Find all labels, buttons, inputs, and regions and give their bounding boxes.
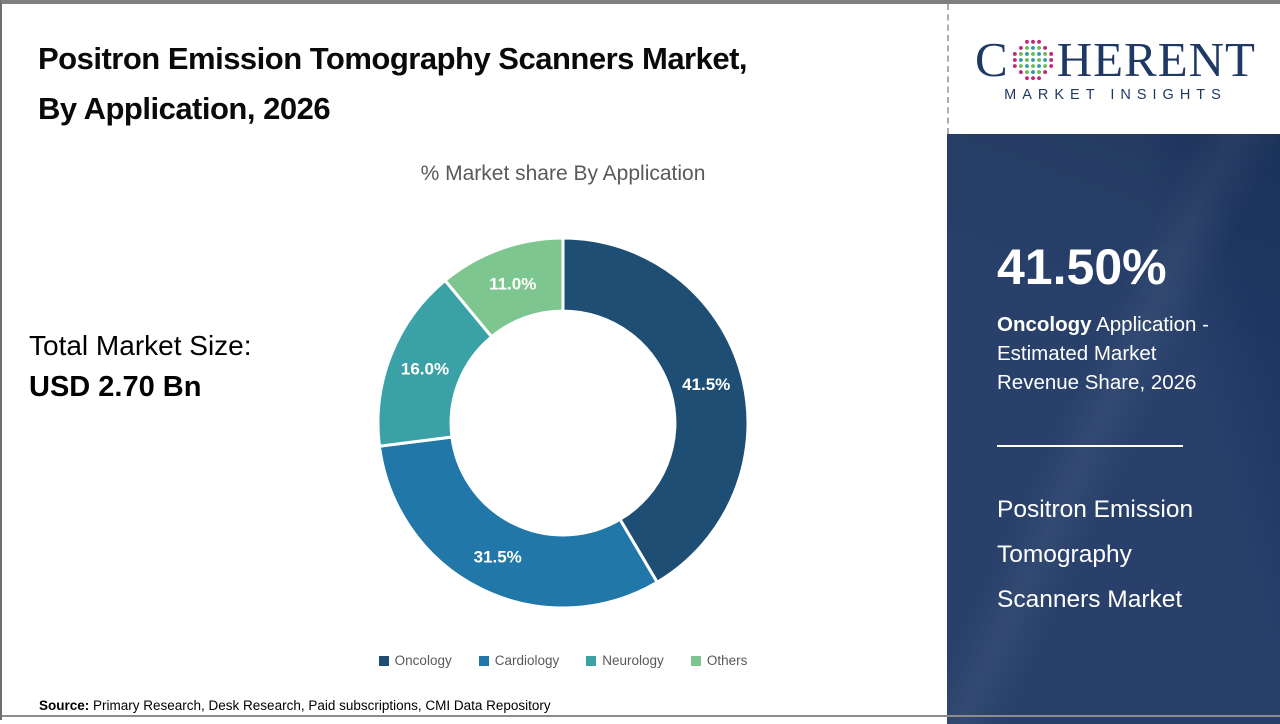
brand-wordmark: C HERENT: [975, 35, 1256, 84]
globe-dot: [1030, 69, 1035, 74]
globe-dot: [1036, 69, 1041, 74]
legend-swatch-others: [690, 655, 701, 666]
legend-label-oncology: Oncology: [394, 653, 452, 668]
legend-item-cardiology: Cardiology: [478, 653, 560, 668]
brand-letter-c: C: [975, 32, 1009, 87]
globe-dot: [1030, 51, 1035, 56]
globe-dot: [1018, 57, 1023, 62]
globe-dot: [1036, 39, 1041, 44]
chart-legend: Oncology Cardiology Neurology Others: [213, 653, 913, 668]
globe-dot: [1042, 51, 1047, 56]
donut-segment-label-others: 11.0%: [489, 274, 536, 293]
globe-dot: [1024, 45, 1029, 50]
highlight-description: Oncology Application - Estimated Market …: [997, 310, 1225, 397]
globe-dot: [1030, 75, 1035, 80]
globe-dot: [1024, 69, 1029, 74]
donut-segment-label-oncology: 41.5%: [682, 375, 730, 394]
globe-dot: [1024, 57, 1029, 62]
donut-segment-label-neurology: 16.0%: [401, 359, 449, 378]
globe-dot: [1030, 63, 1035, 68]
legend-label-neurology: Neurology: [602, 653, 664, 668]
panel-market-name: Positron Emission Tomography Scanners Ma…: [997, 496, 1194, 613]
main-content-area: Positron Emission Tomography Scanners Ma…: [2, 4, 947, 720]
legend-item-neurology: Neurology: [586, 653, 664, 668]
globe-dot: [1018, 69, 1023, 74]
globe-dot: [1036, 45, 1041, 50]
page-title-line2: By Application, 2026: [38, 91, 331, 126]
globe-dot: [1030, 45, 1035, 50]
legend-item-oncology: Oncology: [378, 653, 452, 668]
globe-dot: [1042, 45, 1047, 50]
donut-chart: 41.5% 31.5% 16.0% 11.0%: [363, 223, 763, 623]
globe-dot: [1030, 57, 1035, 62]
highlight-description-bold: Oncology: [997, 313, 1092, 336]
globe-dot: [1036, 75, 1041, 80]
globe-dot: [1042, 69, 1047, 74]
legend-swatch-cardiology: [478, 655, 489, 666]
legend-label-others: Others: [706, 653, 748, 668]
donut-segment-oncology: [561, 236, 750, 585]
source-text: Primary Research, Desk Research, Paid su…: [89, 698, 551, 713]
total-market-size-value: USD 2.70 Bn: [29, 371, 202, 403]
highlight-description-rest: Application - Estimated Market Revenue S…: [997, 313, 1209, 394]
globe-dot: [1036, 51, 1041, 56]
page-title: Positron Emission Tomography Scanners Ma…: [38, 34, 928, 134]
donut-segment-others: [442, 236, 565, 339]
globe-dot: [1036, 57, 1041, 62]
brand-letters-rest: HERENT: [1056, 32, 1256, 87]
globe-dot: [1036, 63, 1041, 68]
bottom-border-rule: [2, 715, 1280, 717]
legend-item-others: Others: [690, 653, 748, 668]
globe-dot: [1048, 51, 1053, 56]
globe-dot: [1024, 75, 1029, 80]
globe-dot: [1030, 39, 1035, 44]
highlight-panel-content: 41.50% Oncology Application - Estimated …: [947, 134, 1280, 622]
source-prefix: Source:: [39, 698, 90, 713]
globe-dot: [1012, 51, 1017, 56]
globe-dot: [1018, 51, 1023, 56]
brand-logo: C HERENT MARKET INSIGHTS: [947, 4, 1280, 134]
globe-dot: [1048, 63, 1053, 68]
legend-swatch-oncology: [378, 655, 389, 666]
globe-dot: [1018, 45, 1023, 50]
globe-dot: [1042, 63, 1047, 68]
legend-label-cardiology: Cardiology: [494, 653, 560, 668]
highlight-percentage: 41.50%: [997, 239, 1167, 295]
total-market-size-label: Total Market Size:: [29, 330, 252, 361]
globe-dot: [1042, 57, 1047, 62]
panel-divider: [997, 445, 1183, 447]
page-title-line1: Positron Emission Tomography Scanners Ma…: [38, 41, 748, 76]
right-column: C HERENT MARKET INSIGHTS 41.50% Oncology…: [947, 4, 1280, 724]
globe-dot: [1048, 57, 1053, 62]
globe-dot: [1012, 57, 1017, 62]
chart-title: % Market share By Application: [420, 162, 706, 185]
brand-tagline: MARKET INSIGHTS: [1004, 87, 1227, 103]
legend-swatch-neurology: [586, 655, 597, 666]
donut-chart-svg: 41.5% 31.5% 16.0% 11.0%: [376, 236, 750, 610]
globe-dot: [1024, 39, 1029, 44]
globe-dot: [1024, 63, 1029, 68]
globe-icon: [1012, 39, 1053, 80]
highlight-panel: 41.50% Oncology Application - Estimated …: [947, 134, 1280, 724]
globe-dot: [1012, 63, 1017, 68]
globe-dot: [1018, 63, 1023, 68]
donut-segment-label-cardiology: 31.5%: [474, 547, 522, 566]
source-note: Source: Primary Research, Desk Research,…: [39, 698, 551, 713]
donut-segment-cardiology: [377, 435, 660, 610]
globe-dot: [1024, 51, 1029, 56]
total-market-size-block: Total Market Size: USD 2.70 Bn: [29, 330, 252, 404]
